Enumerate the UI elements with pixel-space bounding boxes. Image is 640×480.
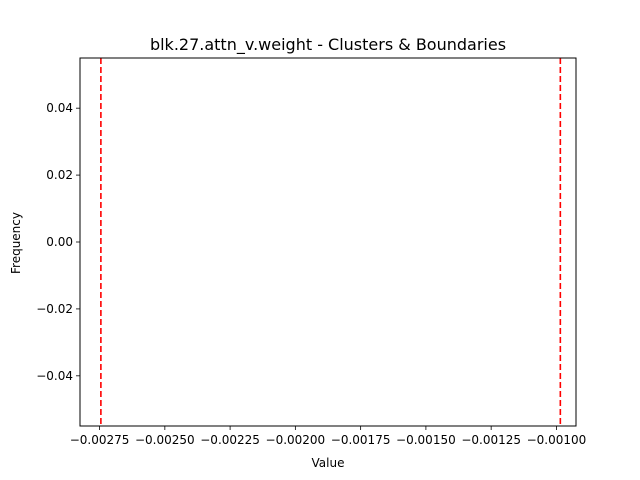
x-tick-label: −0.00250 — [135, 433, 195, 447]
x-axis-label: Value — [312, 456, 345, 470]
y-tick-label: −0.02 — [36, 302, 73, 316]
x-tick-label: −0.00175 — [331, 433, 391, 447]
x-tick-label: −0.00225 — [200, 433, 260, 447]
x-tick-label: −0.00150 — [396, 433, 456, 447]
x-tick-label: −0.00100 — [527, 433, 587, 447]
y-tick-label: 0.00 — [46, 235, 73, 249]
x-tick-label: −0.00275 — [70, 433, 130, 447]
y-axis-label: Frequency — [9, 212, 23, 274]
x-axis: −0.00275 −0.00250 −0.00225 −0.00200 −0.00175… — [70, 426, 587, 447]
chart-title: blk.27.attn_v.weight - Clusters & Bounda… — [150, 35, 506, 55]
plot-area — [100, 58, 562, 426]
x-tick-label: −0.00200 — [266, 433, 326, 447]
y-axis: 0.04 0.02 0.00 −0.02 −0.04 — [36, 101, 80, 383]
plot-frame — [79, 57, 577, 427]
y-tick-label: 0.04 — [46, 101, 73, 115]
x-tick-label: −0.00125 — [461, 433, 521, 447]
y-tick-label: 0.02 — [46, 168, 73, 182]
y-tick-label: −0.04 — [36, 369, 73, 383]
